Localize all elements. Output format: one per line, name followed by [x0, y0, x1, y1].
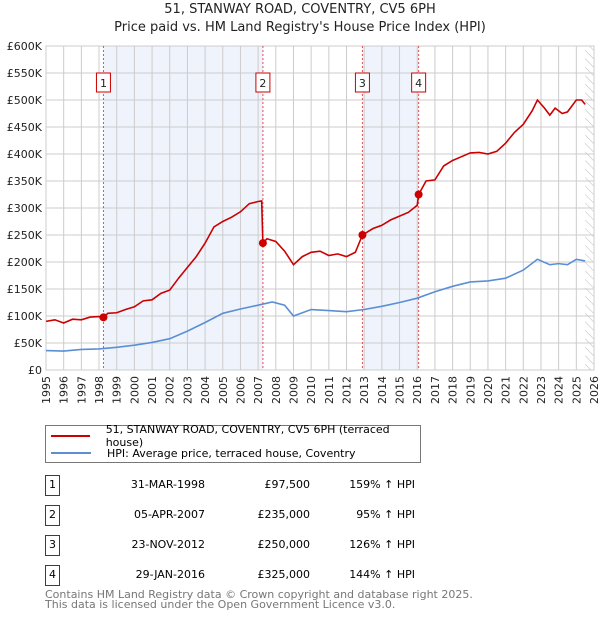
legend: 51, STANWAY ROAD, COVENTRY, CV5 6PH (ter… — [45, 423, 421, 463]
x-tick-label: 2005 — [217, 376, 230, 404]
transaction-date: 29-JAN-2016 — [135, 568, 205, 581]
y-tick-label: £100K — [7, 310, 43, 323]
transaction-row: 1 31-MAR-1998 £97,500 159% ↑ HPI — [45, 475, 465, 496]
x-tick-label: 2026 — [588, 376, 600, 404]
x-tick-label: 2008 — [270, 376, 283, 404]
x-tick-label: 2001 — [146, 376, 159, 404]
x-tick-label: 2003 — [181, 376, 194, 404]
x-tick-label: 2018 — [447, 376, 460, 404]
transaction-date: 05-APR-2007 — [133, 508, 205, 521]
blue-line-swatch — [51, 452, 91, 454]
x-tick-label: 2021 — [500, 376, 513, 404]
sale-marker-label: 4 — [415, 77, 422, 90]
x-tick-label: 2023 — [535, 376, 548, 404]
transaction-price: £325,000 — [257, 568, 311, 581]
transaction-row: 2 05-APR-2007 £235,000 95% ↑ HPI — [45, 505, 465, 526]
footer-line-2: This data is licensed under the Open Gov… — [45, 598, 396, 611]
transaction-hpi-diff: 126% ↑ HPI — [349, 538, 415, 551]
legend-item-property: 51, STANWAY ROAD, COVENTRY, CV5 6PH (ter… — [46, 423, 420, 449]
x-tick-label: 2019 — [464, 376, 477, 404]
transaction-date: 31-MAR-1998 — [130, 478, 205, 491]
sale-point — [258, 239, 267, 248]
legend-item-hpi: HPI: Average price, terraced house, Cove… — [46, 445, 356, 461]
transaction-number: 2 — [45, 505, 60, 526]
sale-point — [414, 190, 423, 199]
sale-point — [358, 231, 367, 239]
y-tick-label: £150K — [7, 283, 43, 296]
y-tick-label: £450K — [7, 121, 43, 134]
x-tick-label: 1995 — [40, 376, 53, 404]
x-tick-label: 2022 — [517, 376, 530, 404]
price-chart: 1995 1996 1997 1998 1999 2000 2001 2002 2003 2004… — [7, 40, 600, 404]
y-tick-label: £300K — [7, 202, 43, 215]
y-tick-label: £0 — [28, 364, 42, 377]
chart-subtitle: Price paid vs. HM Land Registry's House … — [114, 20, 486, 35]
x-tick-label: 2017 — [429, 376, 442, 404]
series-line — [45, 98, 586, 324]
y-tick-label: £350K — [7, 175, 43, 188]
transaction-number: 4 — [45, 565, 60, 586]
sale-point — [99, 313, 108, 322]
plot-border — [45, 45, 595, 371]
sale-marker-label: 3 — [359, 77, 366, 90]
x-tick-label: 2009 — [287, 376, 300, 404]
legend-label: 51, STANWAY ROAD, COVENTRY, CV5 6PH (ter… — [105, 423, 390, 449]
x-tick-label: 2012 — [341, 376, 354, 404]
x-tick-label: 2006 — [234, 376, 247, 404]
x-tick-label: 2000 — [128, 376, 141, 404]
x-tick-label: 2015 — [394, 376, 407, 404]
x-tick-label: 2007 — [252, 376, 265, 404]
transaction-price: £250,000 — [257, 538, 311, 551]
series-line — [45, 258, 586, 352]
x-tick-label: 2014 — [376, 376, 389, 404]
x-tick-label: 2011 — [323, 376, 336, 404]
transaction-row: 3 23-NOV-2012 £250,000 126% ↑ HPI — [45, 535, 465, 556]
x-tick-label: 2010 — [305, 376, 318, 404]
x-tick-label: 2024 — [553, 376, 566, 404]
transaction-price: £235,000 — [257, 508, 311, 521]
sale-marker-label: 1 — [100, 77, 107, 90]
transaction-number: 3 — [45, 535, 60, 556]
sale-marker-box — [354, 72, 370, 93]
sale-marker-box — [95, 72, 111, 93]
x-tick-label: 2020 — [482, 376, 495, 404]
x-tick-label: 1999 — [111, 376, 124, 404]
y-tick-label: £500K — [7, 94, 43, 107]
red-line-swatch — [51, 435, 90, 437]
footer-line-1: Contains HM Land Registry data © Crown c… — [45, 588, 473, 601]
x-tick-label: 2025 — [570, 376, 583, 404]
transaction-hpi-diff: 144% ↑ HPI — [349, 568, 415, 581]
sale-marker-label: 2 — [259, 77, 266, 90]
x-tick-label: 1997 — [75, 376, 88, 404]
y-tick-label: £200K — [7, 256, 43, 269]
transaction-number: 1 — [45, 475, 60, 496]
transaction-hpi-diff: 159% ↑ HPI — [349, 478, 415, 491]
y-tick-label: £600K — [7, 40, 43, 53]
x-tick-label: 2004 — [199, 376, 212, 404]
y-tick-label: £400K — [7, 148, 43, 161]
y-tick-label: £50K — [14, 337, 43, 350]
sale-marker-box — [255, 72, 271, 93]
transaction-hpi-diff: 95% ↑ HPI — [356, 508, 415, 521]
x-tick-label: 2016 — [411, 376, 424, 404]
y-tick-label: £250K — [7, 229, 43, 242]
sale-marker-box — [411, 72, 427, 93]
transaction-date: 23-NOV-2012 — [131, 538, 205, 551]
x-tick-label: 1998 — [93, 376, 106, 404]
chart-title: 51, STANWAY ROAD, COVENTRY, CV5 6PH — [164, 2, 436, 17]
x-tick-label: 2013 — [358, 376, 371, 404]
x-tick-label: 1996 — [58, 376, 71, 404]
transaction-price: £97,500 — [264, 478, 311, 491]
x-tick-label: 2002 — [164, 376, 177, 404]
y-tick-label: £550K — [7, 67, 43, 80]
legend-label: HPI: Average price, terraced house, Cove… — [107, 446, 356, 460]
transaction-row: 4 29-JAN-2016 £325,000 144% ↑ HPI — [45, 565, 465, 586]
